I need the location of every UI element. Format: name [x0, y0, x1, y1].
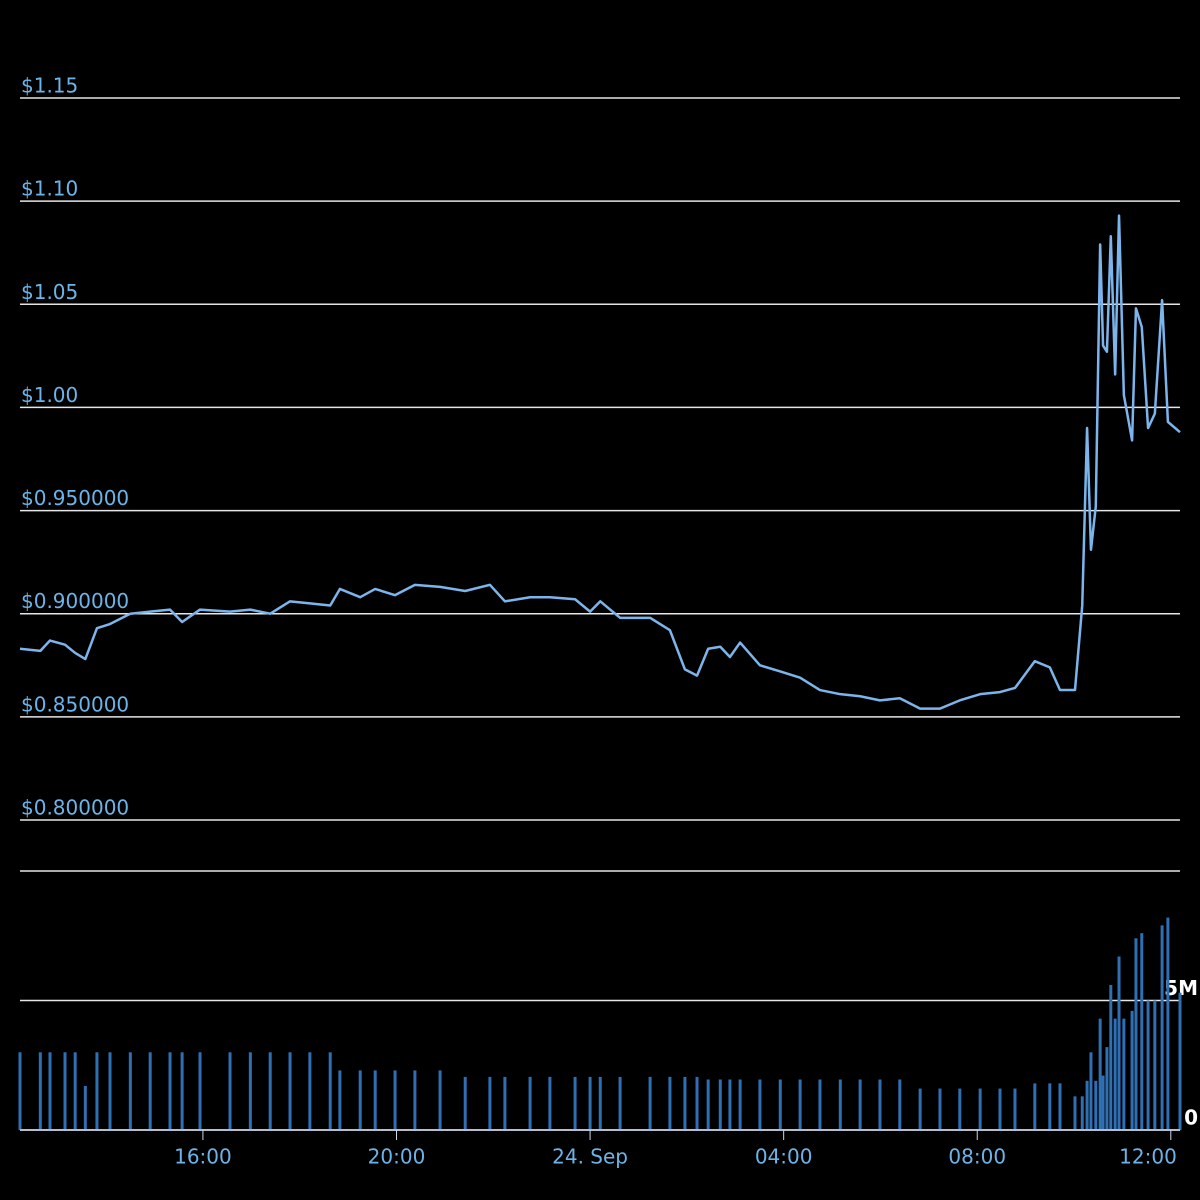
- volume-bar: [288, 1052, 292, 1130]
- y-tick-label: $1.00: [21, 383, 78, 407]
- volume-bar: [1130, 1010, 1134, 1130]
- volume-bar: [1098, 1018, 1102, 1130]
- volume-bar: [918, 1088, 922, 1130]
- volume-bar: [1094, 1080, 1098, 1130]
- volume-bar: [393, 1070, 397, 1130]
- y-tick-label: 0: [1184, 1106, 1198, 1130]
- volume-bar: [573, 1076, 577, 1130]
- volume-bar: [1153, 1000, 1157, 1130]
- volume-bar: [308, 1052, 312, 1130]
- volume-bar: [95, 1052, 99, 1130]
- volume-bar: [1113, 1018, 1117, 1130]
- y-tick-label: $0.800000: [21, 796, 129, 820]
- volume-bar: [358, 1070, 362, 1130]
- volume-bar: [758, 1079, 762, 1130]
- volume-bar: [1122, 1018, 1126, 1130]
- volume-bar: [228, 1052, 232, 1130]
- volume-bar: [668, 1076, 672, 1130]
- volume-bar: [695, 1076, 699, 1130]
- volume-bar: [878, 1079, 882, 1130]
- volume-bar: [1089, 1052, 1093, 1130]
- volume-bar: [998, 1088, 1002, 1130]
- volume-bar: [1109, 984, 1113, 1130]
- volume-bar: [18, 1052, 22, 1130]
- volume-bar: [503, 1076, 507, 1130]
- price-line: [19, 214, 1181, 710]
- y-tick-label: $1.15: [21, 74, 78, 98]
- x-tick-label: 24. Sep: [552, 1145, 628, 1169]
- volume-bar: [1048, 1083, 1052, 1130]
- volume-bar: [180, 1052, 184, 1130]
- volume-bar: [618, 1076, 622, 1130]
- volume-bar: [168, 1052, 172, 1130]
- volume-bar: [1160, 925, 1164, 1130]
- y-tick-label: $0.850000: [21, 692, 129, 716]
- x-tick-label: 12:00: [1119, 1145, 1177, 1169]
- volume-bar: [328, 1052, 332, 1130]
- volume-bar: [958, 1088, 962, 1130]
- volume-bar: [818, 1079, 822, 1130]
- volume-bar: [438, 1070, 442, 1130]
- x-tick-label: 04:00: [755, 1145, 813, 1169]
- volume-bar: [338, 1070, 342, 1130]
- volume-bar: [488, 1076, 492, 1130]
- volume-bar: [463, 1076, 467, 1130]
- volume-bar: [598, 1076, 602, 1130]
- y-tick-label: $1.10: [21, 177, 78, 201]
- y-tick-label: $0.950000: [21, 486, 129, 510]
- volume-bar: [1073, 1096, 1077, 1130]
- volume-bar: [1105, 1047, 1109, 1130]
- y-tick-label: $0.900000: [21, 589, 129, 613]
- volume-bar: [718, 1079, 722, 1130]
- volume-bar: [938, 1088, 942, 1130]
- volume-bar: [38, 1052, 42, 1130]
- volume-bar: [148, 1052, 152, 1130]
- volume-bar: [268, 1052, 272, 1130]
- volume-bar: [648, 1076, 652, 1130]
- volume-bar: [728, 1079, 732, 1130]
- volume-bar: [898, 1079, 902, 1130]
- volume-bar: [798, 1079, 802, 1130]
- volume-bar: [373, 1070, 377, 1130]
- volume-bar: [1101, 1075, 1105, 1130]
- volume-bar: [1140, 933, 1144, 1130]
- volume-bar: [778, 1079, 782, 1130]
- volume-bar: [1166, 917, 1170, 1130]
- volume-bar: [548, 1076, 552, 1130]
- volume-bar: [838, 1079, 842, 1130]
- volume-bar: [1080, 1096, 1084, 1130]
- x-tick-label: 08:00: [948, 1145, 1006, 1169]
- volume-bar: [83, 1085, 87, 1130]
- volume-bar: [1013, 1088, 1017, 1130]
- volume-bar: [528, 1076, 532, 1130]
- volume-bar: [1085, 1080, 1089, 1130]
- volume-bar: [48, 1052, 52, 1130]
- volume-bar: [1146, 1000, 1150, 1130]
- x-tick-label: 16:00: [174, 1145, 232, 1169]
- volume-bar: [73, 1052, 77, 1130]
- volume-bar: [738, 1079, 742, 1130]
- volume-bar: [198, 1052, 202, 1130]
- volume-bar: [858, 1079, 862, 1130]
- volume-bar: [1058, 1083, 1062, 1130]
- volume-bar: [1178, 992, 1182, 1130]
- volume-bar: [978, 1088, 982, 1130]
- x-tick-label: 20:00: [368, 1145, 426, 1169]
- volume-bar: [108, 1052, 112, 1130]
- volume-bar: [1033, 1083, 1037, 1130]
- volume-bar: [248, 1052, 252, 1130]
- volume-bar: [128, 1052, 132, 1130]
- volume-bar: [683, 1076, 687, 1130]
- volume-bar: [706, 1079, 710, 1130]
- volume-bar: [63, 1052, 67, 1130]
- volume-bar: [588, 1076, 592, 1130]
- y-tick-label: $1.05: [21, 280, 78, 304]
- volume-bar: [1134, 938, 1138, 1130]
- volume-bar: [1117, 956, 1121, 1130]
- volume-bar: [413, 1070, 417, 1130]
